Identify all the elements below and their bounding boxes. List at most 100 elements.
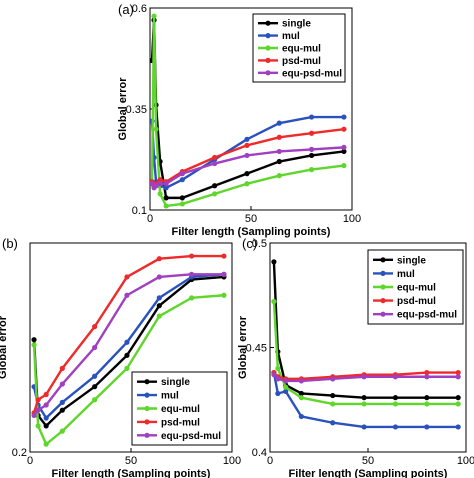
data-point — [361, 374, 367, 380]
data-point — [298, 390, 304, 397]
data-point — [341, 114, 347, 120]
x-tick-label: 50 — [362, 455, 374, 467]
series-group — [31, 253, 227, 447]
data-point — [157, 181, 163, 187]
data-point — [59, 407, 65, 413]
data-point — [309, 152, 315, 159]
data-point — [43, 441, 49, 447]
data-point — [157, 191, 163, 197]
data-point — [156, 256, 162, 262]
data-point — [271, 372, 277, 378]
data-point — [43, 402, 49, 408]
y-tick-label: 0.5 — [252, 238, 267, 250]
y-tick-label: 0.35 — [126, 104, 147, 116]
data-point — [179, 177, 185, 183]
legend-marker — [380, 311, 386, 317]
data-point — [424, 374, 430, 380]
data-point — [59, 399, 65, 405]
data-point — [271, 298, 277, 305]
data-point — [309, 146, 315, 152]
chart-panel-1: 0 50 100 0.2 Filter length (Sampling points)… — [0, 236, 241, 478]
legend-label: single — [161, 377, 190, 388]
data-point — [244, 171, 250, 177]
legend-marker — [380, 284, 386, 290]
data-point — [276, 173, 282, 179]
x-tick-label: 100 — [343, 213, 361, 225]
legend-marker — [265, 20, 271, 26]
x-tick-label: 100 — [223, 455, 241, 467]
data-point — [212, 183, 218, 189]
data-point — [244, 136, 250, 142]
data-point — [43, 391, 49, 398]
x-axis-label: Filter length (Sampling points) — [289, 468, 448, 478]
data-point — [124, 352, 130, 358]
legend: single mul equ-mul psd-mul equ-psd-mul — [131, 371, 228, 446]
data-point — [212, 154, 218, 161]
y-tick-label: 0.45 — [246, 343, 267, 355]
legend-marker — [265, 33, 271, 39]
data-point — [244, 152, 250, 159]
data-point — [309, 167, 315, 173]
data-point — [92, 384, 98, 390]
data-point — [179, 171, 185, 177]
panel-label: (a) — [118, 2, 134, 17]
data-point — [92, 373, 98, 379]
data-point — [59, 381, 65, 387]
legend-label: equ-psd-mul — [161, 431, 221, 442]
x-axis-label: Filter length (Sampling points) — [172, 226, 331, 238]
data-point — [392, 424, 399, 430]
data-point — [424, 369, 430, 376]
x-tick-label: 0 — [267, 455, 273, 467]
data-point — [150, 181, 155, 187]
data-point — [157, 177, 163, 183]
x-axis-label: Filter length (Sampling points) — [52, 468, 211, 478]
data-point — [309, 130, 315, 136]
y-tick-label: 0.4 — [252, 447, 267, 459]
data-point — [156, 303, 162, 309]
data-point — [179, 195, 185, 201]
data-point — [341, 126, 347, 132]
y-axis-label: Global error — [237, 315, 249, 379]
legend-label: psd-mul — [161, 417, 200, 428]
data-point — [124, 365, 130, 371]
data-point — [298, 413, 304, 420]
data-point — [212, 191, 218, 197]
legend-marker — [144, 379, 150, 385]
legend-label: equ-psd-mul — [282, 68, 342, 79]
data-point — [59, 365, 65, 371]
data-point — [92, 344, 98, 351]
data-point — [153, 183, 159, 189]
data-point — [163, 185, 169, 191]
data-point — [31, 342, 37, 348]
legend-marker — [265, 45, 271, 51]
data-point — [35, 407, 41, 413]
data-point — [153, 126, 159, 132]
y-tick-label: 0.2 — [12, 447, 27, 459]
chart-panel-2: 0 50 100 0.4 0.45 0.5 Filter length (Sampling … — [237, 236, 474, 478]
data-point — [43, 415, 49, 421]
data-point — [35, 397, 41, 403]
data-point — [189, 295, 195, 301]
data-point — [341, 148, 347, 155]
legend-marker — [380, 257, 386, 263]
legend-marker — [144, 432, 150, 438]
data-point — [43, 423, 49, 429]
data-point — [163, 203, 169, 209]
legend-marker — [380, 270, 386, 276]
y-tick-label: 0.1 — [132, 205, 147, 217]
chart-panel-0: 0 50 100 0.1 0.35 0.6 Filter length (Sampling … — [117, 2, 361, 238]
legend-label: mul — [161, 391, 179, 402]
data-point — [276, 134, 282, 140]
data-point — [330, 376, 336, 382]
data-point — [455, 369, 461, 376]
data-point — [163, 181, 169, 187]
legend-label: equ-psd-mul — [397, 310, 457, 321]
legend-label: equ-mul — [161, 404, 200, 415]
data-point — [221, 253, 227, 259]
data-point — [163, 195, 169, 201]
data-point — [92, 324, 98, 330]
legend-label: equ-mul — [397, 283, 436, 294]
data-point — [276, 120, 282, 126]
